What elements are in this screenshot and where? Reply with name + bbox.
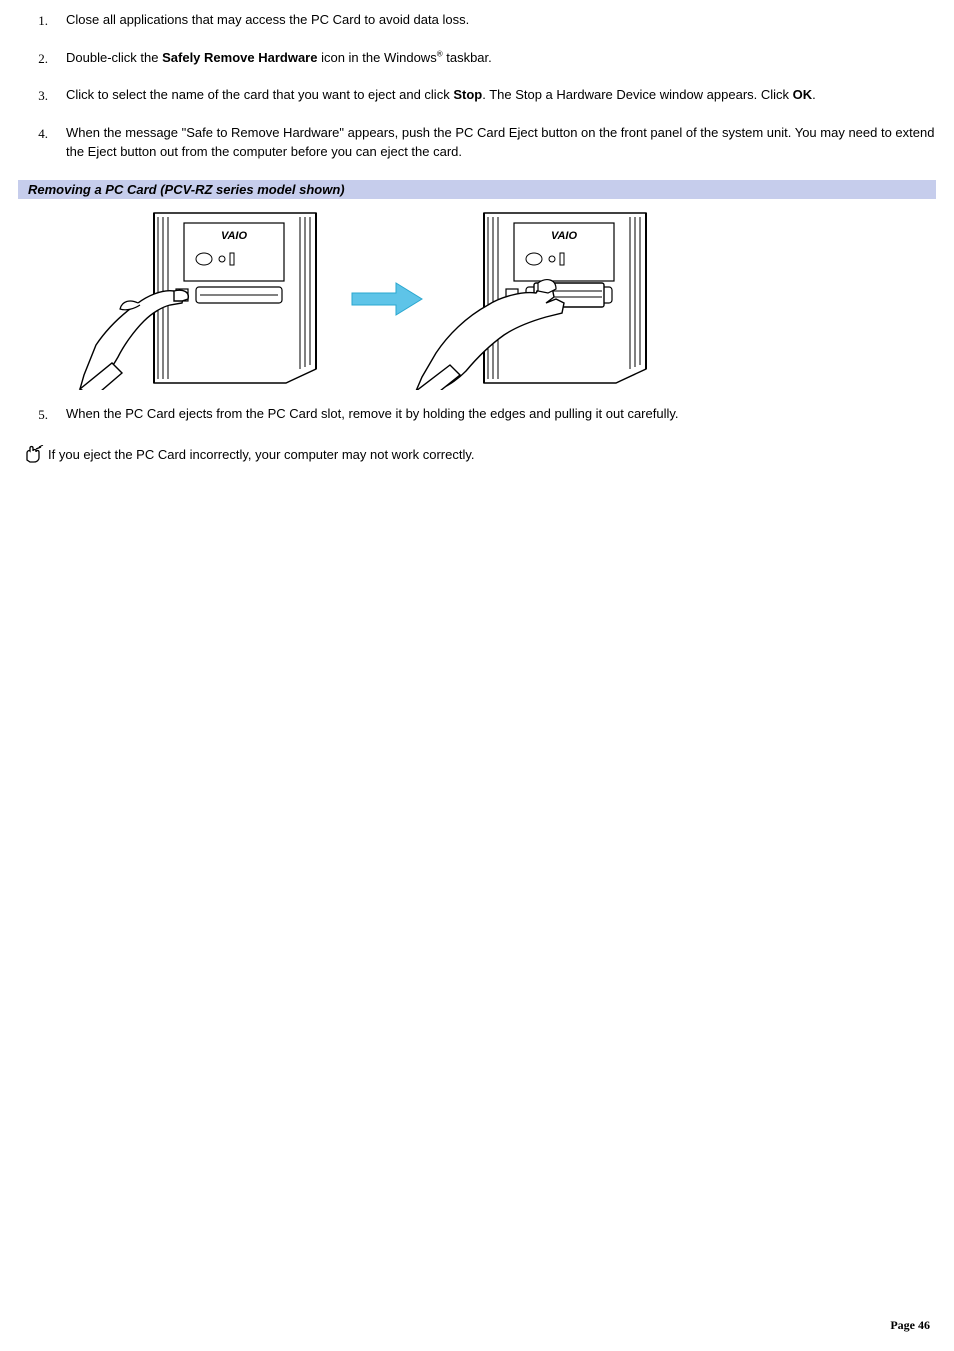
sequence-arrow-icon [352,283,422,315]
step-3-mid: . The Stop a Hardware Device window appe… [482,87,792,102]
step-3-pre: Click to select the name of the card tha… [66,87,453,102]
step-2-num: 2. [28,49,48,69]
step-2-pre: Double-click the [66,50,162,65]
step-2-bold: Safely Remove Hardware [162,50,317,65]
figure-caption: Removing a PC Card (PCV-RZ series model … [18,180,936,199]
step-3-bold2: OK [793,87,813,102]
warning-note-text: If you eject the PC Card incorrectly, yo… [48,447,475,462]
step-3: 3. Click to select the name of the card … [50,85,936,105]
step-2-mid: icon in the Windows [317,50,436,65]
step-5: 5. When the PC Card ejects from the PC C… [50,404,936,424]
step-1: 1. Close all applications that may acces… [50,10,936,30]
pc-card-removal-illustration: VAIO [66,205,936,390]
step-2-post: taskbar. [443,50,492,65]
step-4: 4. When the message "Safe to Remove Hard… [50,123,936,162]
page-label: Page [890,1318,918,1332]
step-1-num: 1. [28,11,48,31]
step-5-num: 5. [28,405,48,425]
step-3-num: 3. [28,86,48,106]
step-3-post: . [812,87,816,102]
step-5-text: When the PC Card ejects from the PC Card… [66,406,679,421]
vaio-label-left: VAIO [221,230,248,242]
step-3-bold1: Stop [453,87,482,102]
page-number: 46 [918,1318,930,1332]
warning-note: If you eject the PC Card incorrectly, yo… [24,445,936,465]
step-2: 2. Double-click the Safely Remove Hardwa… [50,48,936,68]
step-4-text: When the message "Safe to Remove Hardwar… [66,125,934,160]
vaio-label-right: VAIO [551,230,578,242]
note-hand-icon [24,445,44,463]
step-4-num: 4. [28,124,48,144]
step-1-text: Close all applications that may access t… [66,12,469,27]
page-footer: Page 46 [890,1318,930,1333]
